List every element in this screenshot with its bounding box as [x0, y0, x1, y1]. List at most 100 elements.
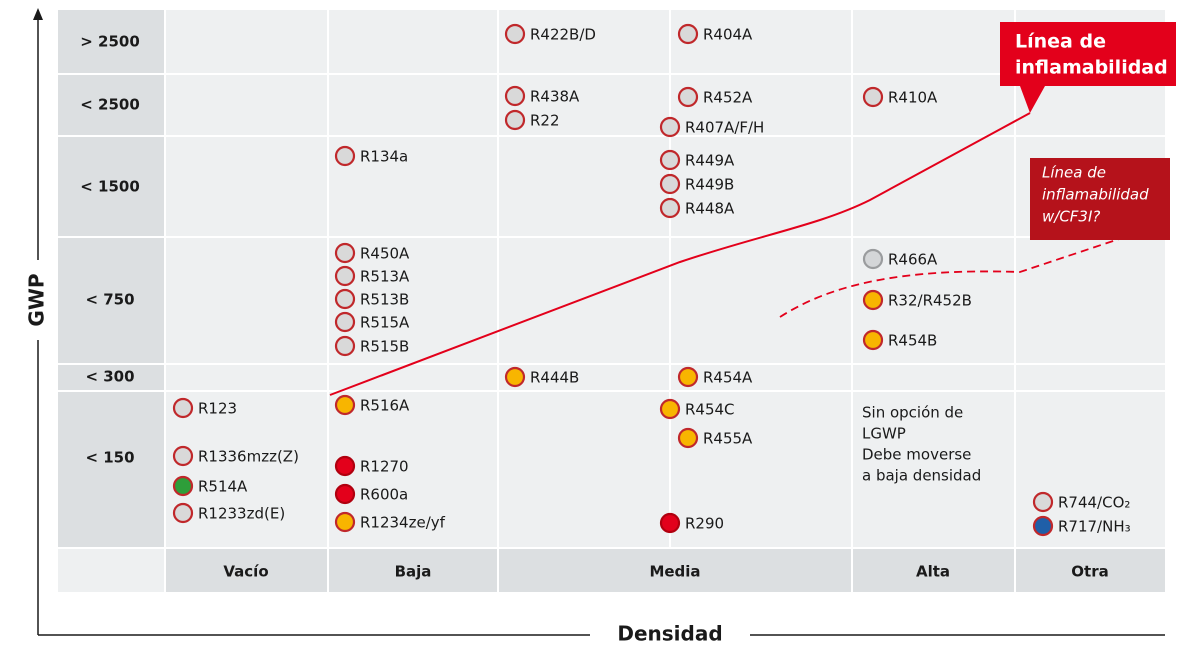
callout-box: [1030, 158, 1170, 240]
refrigerant-marker: [334, 394, 356, 416]
refrigerant-label: R1270: [360, 458, 409, 476]
refrigerant-label: R410A: [888, 89, 938, 107]
refrigerant-marker: [862, 289, 884, 311]
refrigerant-label: R744/CO₂: [1058, 494, 1130, 512]
note-line: Sin opción de: [862, 404, 963, 422]
refrigerant-marker: [659, 398, 681, 420]
refrigerant-marker: [172, 445, 194, 467]
row-label: < 300: [85, 368, 134, 386]
column-label: Media: [649, 563, 700, 581]
refrigerant-marker: [334, 288, 356, 310]
callout-text: inflamabilidad: [1015, 57, 1168, 79]
refrigerant-label: R1234ze/yf: [360, 514, 446, 532]
refrigerant-label: R134a: [360, 148, 408, 166]
axes: [37, 18, 1165, 636]
column-label: Otra: [1071, 563, 1108, 581]
refrigerant-marker: [172, 397, 194, 419]
row-label: > 2500: [80, 33, 140, 51]
refrigerant-label: R1336mzz(Z): [198, 448, 299, 466]
grid-lines: [58, 10, 1165, 592]
flammability-line: [329, 112, 1031, 396]
callout-text: Línea de: [1015, 31, 1106, 53]
refrigerant-label: R466A: [888, 251, 938, 269]
refrigerant-label: R717/NH₃: [1058, 518, 1131, 536]
note-line: LGWP: [862, 425, 906, 443]
axis-arrow: [33, 8, 43, 20]
refrigerant-marker: [504, 366, 526, 388]
callout-text: w/CF3I?: [1042, 208, 1100, 226]
refrigerant-label: R454C: [685, 401, 735, 419]
refrigerant-label: R448A: [685, 200, 735, 218]
refrigerant-label: R404A: [703, 26, 753, 44]
refrigerant-marker: [334, 455, 356, 477]
refrigerant-marker: [659, 149, 681, 171]
refrigerant-label: R452A: [703, 89, 753, 107]
refrigerant-label: R515B: [360, 338, 409, 356]
refrigerant-marker: [862, 329, 884, 351]
refrigerant-label: R454B: [888, 332, 937, 350]
callout-text: inflamabilidad: [1042, 186, 1149, 204]
row-label: < 2500: [80, 96, 140, 114]
x-axis-label: Densidad: [617, 622, 722, 646]
row-label: < 750: [85, 291, 134, 309]
row-label: < 150: [85, 449, 134, 467]
column-label: Baja: [395, 563, 432, 581]
refrigerant-marker: [659, 116, 681, 138]
refrigerant-marker: [504, 109, 526, 131]
row-label: < 1500: [80, 178, 140, 196]
refrigerant-marker: [172, 502, 194, 524]
refrigerant-marker: [334, 311, 356, 333]
refrigerant-label: R600a: [360, 486, 408, 504]
refrigerant-label: R515A: [360, 314, 410, 332]
refrigerant-marker: [172, 475, 194, 497]
refrigerant-marker: [334, 335, 356, 357]
column-label: Vacío: [223, 563, 268, 581]
refrigerant-label: R513B: [360, 291, 409, 309]
row-header-background: [58, 10, 165, 548]
note-line: Debe moverse: [862, 446, 971, 464]
refrigerant-label: R1233zd(E): [198, 505, 285, 523]
refrigerant-label: R449B: [685, 176, 734, 194]
refrigerant-marker: [677, 86, 699, 108]
refrigerant-marker: [659, 512, 681, 534]
refrigerant-label: R454A: [703, 369, 753, 387]
refrigerant-marker: [659, 197, 681, 219]
refrigerant-label: R32/R452B: [888, 292, 972, 310]
refrigerant-label: R444B: [530, 369, 579, 387]
refrigerant-label: R450A: [360, 245, 410, 263]
y-axis-label: GWP: [25, 273, 49, 326]
refrigerant-label: R22: [530, 112, 560, 130]
flammability-line-cf3i: [779, 231, 1141, 318]
refrigerant-marker: [677, 366, 699, 388]
refrigerant-marker: [334, 265, 356, 287]
note-line: a baja densidad: [862, 467, 981, 485]
refrigerant-marker: [659, 173, 681, 195]
refrigerant-label: R455A: [703, 430, 753, 448]
refrigerant-label: R514A: [198, 478, 248, 496]
refrigerant-label: R516A: [360, 397, 410, 415]
refrigerant-label: R449A: [685, 152, 735, 170]
refrigerant-label: R123: [198, 400, 237, 418]
refrigerant-marker: [862, 248, 884, 270]
refrigerant-marker: [504, 85, 526, 107]
refrigerant-marker: [334, 483, 356, 505]
refrigerant-marker: [862, 86, 884, 108]
column-header-background: [165, 548, 1165, 592]
refrigerant-label: R290: [685, 515, 724, 533]
callout-box: [1000, 22, 1176, 113]
refrigerant-marker: [1032, 515, 1054, 537]
column-label: Alta: [916, 563, 950, 581]
refrigerant-marker: [334, 145, 356, 167]
refrigerant-marker: [1032, 491, 1054, 513]
grid-background: [58, 10, 1165, 592]
refrigerant-marker: [504, 23, 526, 45]
callout-text: Línea de: [1042, 164, 1106, 182]
refrigerant-label: R438A: [530, 88, 580, 106]
refrigerant-marker: [677, 23, 699, 45]
refrigerant-label: R513A: [360, 268, 410, 286]
refrigerant-marker: [334, 242, 356, 264]
refrigerant-marker: [334, 511, 356, 533]
refrigerant-label: R407A/F/H: [685, 119, 764, 137]
refrigerant-label: R422B/D: [530, 26, 596, 44]
